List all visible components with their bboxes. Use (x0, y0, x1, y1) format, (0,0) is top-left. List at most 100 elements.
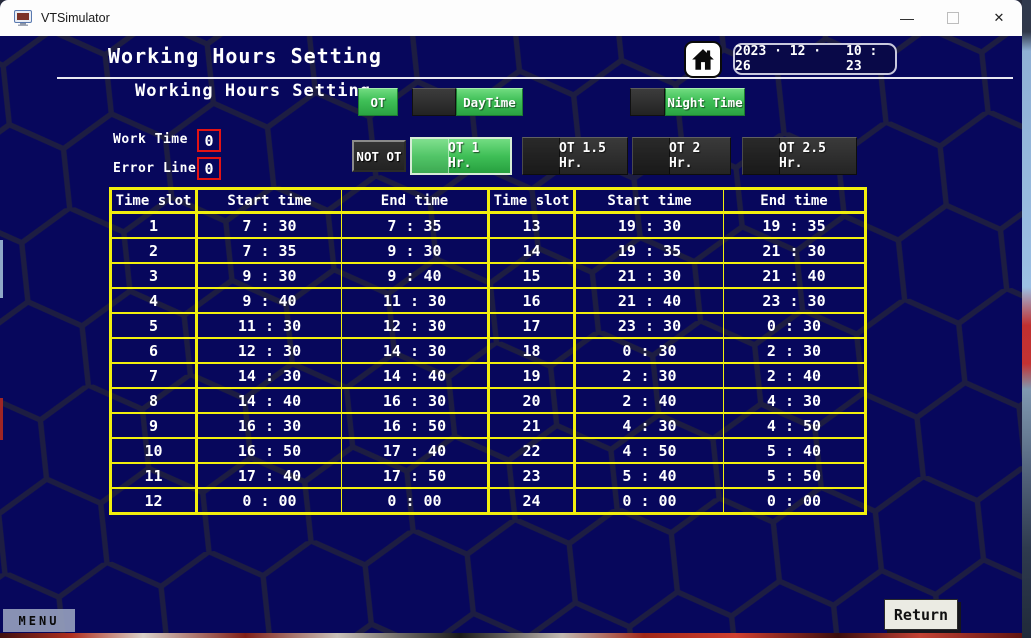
time-value-cell[interactable]: 21 : 30 (723, 237, 866, 263)
time-value-cell[interactable]: 9 : 30 (196, 262, 342, 288)
time-value-cell[interactable]: 14 : 40 (341, 362, 490, 388)
time-value-cell[interactable]: 4 : 50 (723, 412, 866, 438)
time-value-cell[interactable]: 9 : 40 (196, 287, 342, 313)
time-value-cell[interactable]: 19 : 30 (574, 211, 724, 238)
time-value-cell[interactable]: 19 : 35 (574, 237, 724, 263)
time-value-cell[interactable]: 7 : 35 (341, 211, 490, 238)
time-value-cell[interactable]: 5 : 50 (723, 462, 866, 488)
time-value-cell[interactable]: 16 : 50 (196, 437, 342, 463)
menu-button[interactable]: MENU (3, 609, 75, 632)
time-value-cell[interactable]: 11 : 30 (196, 312, 342, 338)
return-button[interactable]: Return (884, 599, 958, 630)
time-value-cell[interactable]: 0 : 30 (723, 312, 866, 338)
time-value-cell[interactable]: 23 : 30 (574, 312, 724, 338)
titlebar: VTSimulator — ✕ (0, 0, 1022, 36)
time-value-cell[interactable]: 16 : 30 (196, 412, 342, 438)
time-value-cell[interactable]: 2 : 40 (574, 387, 724, 413)
ot-1hr-label: OT 1 Hr. (448, 141, 480, 171)
time-value-cell[interactable]: 16 : 50 (341, 412, 490, 438)
time-value-cell[interactable]: 12 : 30 (196, 337, 342, 363)
section-subtitle: Working Hours Setting (135, 81, 371, 101)
time-value-cell[interactable]: 11 : 30 (341, 287, 490, 313)
time-slot-cell: 1 (110, 211, 198, 238)
time-value-cell[interactable]: 7 : 30 (196, 211, 342, 238)
time-slot-cell: 3 (110, 262, 198, 288)
time-slot-cell: 23 (488, 462, 576, 488)
work-time-label: Work Time (113, 132, 188, 147)
main-content: Working Hours Setting 2023 · 12 · 26 10 … (0, 36, 1022, 633)
time-value-cell[interactable]: 9 : 30 (341, 237, 490, 263)
time-value-cell[interactable]: 9 : 40 (341, 262, 490, 288)
daytime-toggle-button[interactable]: DayTime (412, 88, 523, 116)
time-value-cell[interactable]: 0 : 00 (341, 487, 490, 514)
time-value-cell[interactable]: 4 : 30 (723, 387, 866, 413)
time-value-cell[interactable]: 2 : 30 (574, 362, 724, 388)
table-row: 11 17 : 40 17 : 50 23 5 : 40 5 : 50 (110, 462, 866, 488)
time-value-cell[interactable]: 23 : 30 (723, 287, 866, 313)
time-slot-cell: 18 (488, 337, 576, 363)
table-row: 6 12 : 30 14 : 30 18 0 : 30 2 : 30 (110, 337, 866, 363)
time-value-cell[interactable]: 17 : 40 (196, 462, 342, 488)
ot-2hr-button[interactable]: OT 2 Hr. (632, 137, 731, 175)
ot-2-5hr-button[interactable]: OT 2.5 Hr. (742, 137, 857, 175)
desktop-wallpaper-left-sliver (0, 398, 3, 440)
time-value-cell[interactable]: 21 : 40 (574, 287, 724, 313)
time-value-cell[interactable]: 7 : 35 (196, 237, 342, 263)
time-value-cell[interactable]: 5 : 40 (574, 462, 724, 488)
nighttime-indicator-segment (630, 88, 665, 116)
maximize-button[interactable] (930, 0, 976, 36)
time-value-cell[interactable]: 0 : 30 (574, 337, 724, 363)
time-value-cell[interactable]: 21 : 40 (723, 262, 866, 288)
ot-1hr-button[interactable]: OT 1 Hr. (410, 137, 512, 175)
time-slot-cell: 7 (110, 362, 198, 388)
time-value-cell[interactable]: 19 : 35 (723, 211, 866, 238)
desktop-wallpaper-right-strip (1022, 0, 1031, 638)
close-button[interactable]: ✕ (993, 10, 1005, 25)
time-value-cell[interactable]: 14 : 40 (196, 387, 342, 413)
time-value-cell[interactable]: 14 : 30 (196, 362, 342, 388)
time-value-cell[interactable]: 21 : 30 (574, 262, 724, 288)
error-line-value-box[interactable]: 0 (197, 157, 221, 180)
nighttime-toggle-button[interactable]: Night Time (630, 88, 745, 116)
work-time-value-box[interactable]: 0 (197, 129, 221, 152)
minimize-button[interactable]: — (900, 10, 914, 26)
time-slot-cell: 22 (488, 437, 576, 463)
ot-1hr-indicator-segment (412, 139, 449, 173)
home-button[interactable] (684, 41, 722, 78)
ot-toggle-label: OT (358, 88, 398, 116)
time-slot-cell: 4 (110, 287, 198, 313)
window-title: VTSimulator (41, 11, 110, 25)
time-slot-cell: 24 (488, 487, 576, 514)
time-slot-cell: 19 (488, 362, 576, 388)
time-value-cell[interactable]: 17 : 50 (341, 462, 490, 488)
time-value-cell[interactable]: 14 : 30 (341, 337, 490, 363)
time-value-cell[interactable]: 0 : 00 (723, 487, 866, 514)
time-value-cell[interactable]: 17 : 40 (341, 437, 490, 463)
time-value-cell[interactable]: 2 : 30 (723, 337, 866, 363)
home-icon (692, 48, 714, 70)
table-row: 9 16 : 30 16 : 50 21 4 : 30 4 : 50 (110, 412, 866, 438)
ot-toggle-button[interactable]: OT (358, 88, 398, 116)
window-controls: — ✕ (884, 0, 1022, 36)
time-value-cell[interactable]: 0 : 00 (196, 487, 342, 514)
not-ot-button[interactable]: NOT OT (352, 140, 406, 172)
table-row: 8 14 : 40 16 : 30 20 2 : 40 4 : 30 (110, 387, 866, 413)
time-value-cell[interactable]: 12 : 30 (341, 312, 490, 338)
daytime-indicator-segment (412, 88, 456, 116)
table-header-cell: Start time (196, 188, 342, 214)
time-value-cell[interactable]: 2 : 40 (723, 362, 866, 388)
time-slot-cell: 12 (110, 487, 198, 514)
time-value-cell[interactable]: 16 : 30 (341, 387, 490, 413)
time-value-cell[interactable]: 4 : 30 (574, 412, 724, 438)
time-value-cell[interactable]: 4 : 50 (574, 437, 724, 463)
table-row: 7 14 : 30 14 : 40 19 2 : 30 2 : 40 (110, 362, 866, 388)
error-line-label: Error Line (113, 161, 197, 176)
time-value-cell[interactable]: 0 : 00 (574, 487, 724, 514)
time-value-cell[interactable]: 5 : 40 (723, 437, 866, 463)
ot-1-5hr-button[interactable]: OT 1.5 Hr. (522, 137, 628, 175)
time-slot-cell: 15 (488, 262, 576, 288)
ot-2hr-indicator-segment (633, 138, 670, 174)
